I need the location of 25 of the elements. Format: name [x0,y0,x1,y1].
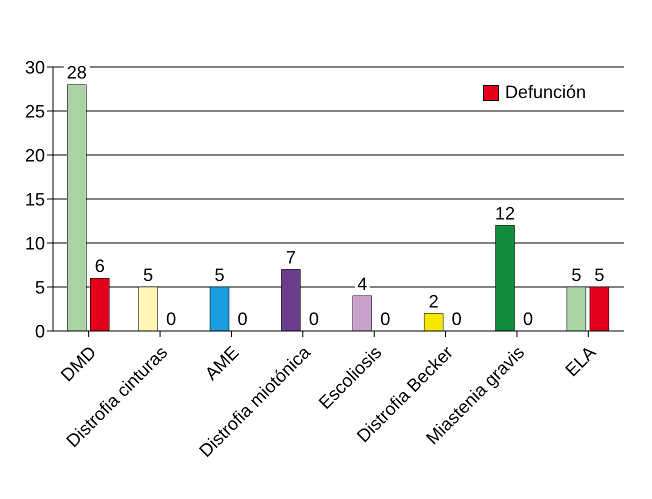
y-tick-label: 20 [24,145,45,166]
data-label: 0 [523,308,534,329]
data-label: 0 [308,308,319,329]
y-tick-label: 5 [34,277,45,298]
data-label: 5 [594,265,604,285]
data-label: 0 [166,308,176,329]
data-label: 0 [238,308,248,329]
data-label: 6 [94,256,105,276]
y-tick-label: 30 [24,57,45,78]
data-label: 12 [495,203,516,224]
data-label: 2 [428,291,439,312]
data-label: 5 [571,265,582,285]
data-label: 7 [286,247,296,268]
y-tick-label: 15 [24,189,45,210]
legend-label: Defunción [504,82,586,103]
data-label: 5 [214,265,225,285]
x-tick-label: ELA [561,342,600,380]
y-tick-label: 0 [34,321,45,342]
data-label: 28 [66,62,87,83]
y-tick-label: 10 [24,233,45,254]
data-label: 4 [357,274,368,294]
data-label: 0 [380,308,390,329]
y-tick-label: 25 [24,101,45,122]
data-label: 0 [452,308,462,329]
data-label: 5 [143,265,154,285]
